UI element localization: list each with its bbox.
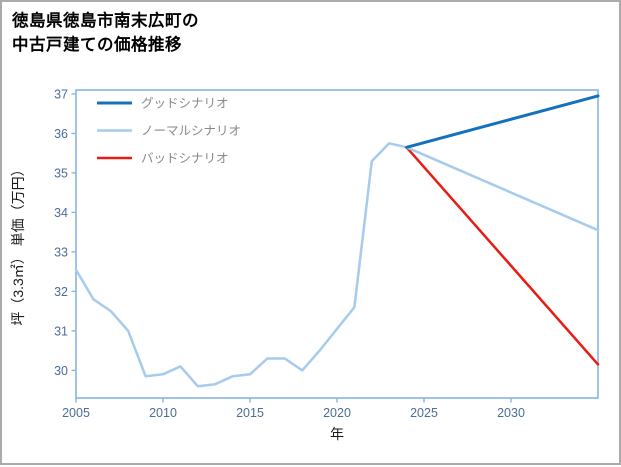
chart-title: 徳島県徳島市南末広町の 中古戸建ての価格推移 [12,10,199,58]
x-tick-label: 2020 [323,406,351,420]
chart-title-line-2: 中古戸建ての価格推移 [12,35,182,54]
legend-label: バッドシナリオ [141,152,229,166]
y-tick-label: 31 [54,324,68,338]
chart-title-line-1: 徳島県徳島市南末広町の [12,12,199,30]
x-tick-label: 2015 [236,406,264,420]
bad-scenario-line [405,146,600,366]
normal-scenario-line [405,146,600,232]
y-tick-label: 35 [54,166,68,180]
y-tick-label: 32 [54,285,68,299]
y-axis-label: 坪（3.3㎡） 単価（万円） [10,162,26,325]
y-tick-label: 34 [54,206,68,220]
y-tick-label: 37 [54,87,68,101]
x-tick-label: 2010 [149,406,177,420]
x-tick-label: 2005 [62,406,90,420]
y-tick-label: 36 [54,127,68,141]
legend-label: ノーマルシナリオ [141,124,241,138]
legend-label: グッドシナリオ [141,97,229,111]
x-tick-label: 2030 [497,406,525,420]
x-axis-label: 年 [330,426,344,442]
x-tick-label: 2025 [410,406,438,420]
history-line [74,142,408,388]
y-tick-label: 33 [54,245,68,259]
good-scenario-line [405,94,600,149]
y-tick-label: 30 [54,364,68,378]
